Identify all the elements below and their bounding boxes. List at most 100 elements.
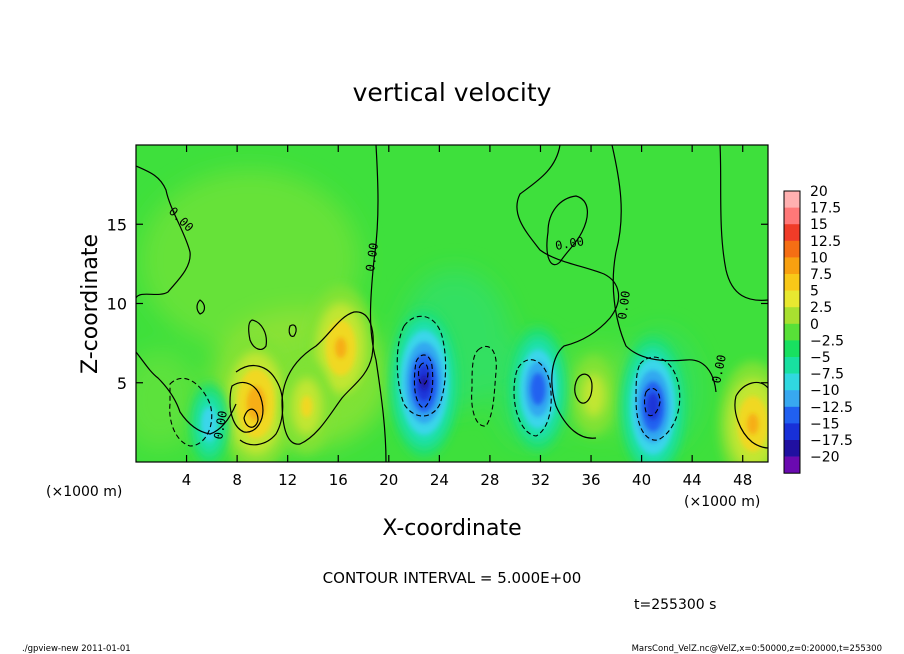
x-tick-label: 44 [683, 471, 702, 489]
updraft-shade [747, 413, 759, 435]
x-tick-label: 12 [278, 471, 297, 489]
colorbar-label: −20 [810, 450, 840, 466]
contour-solid [136, 351, 237, 435]
colorbar-swatch [784, 390, 800, 408]
downdraft-shade [530, 372, 546, 406]
contour-solid [281, 311, 374, 445]
colorbar-swatch [784, 456, 800, 474]
contour-lines [136, 145, 768, 462]
contour-label: 0.00 [709, 353, 729, 384]
colorbar-label: −12.5 [810, 400, 853, 416]
colorbar-label: 7.5 [810, 267, 832, 283]
contour-dashed [169, 377, 213, 447]
x-tick-label: 16 [329, 471, 348, 489]
contour-solid [196, 299, 206, 315]
contour-dashed [643, 387, 661, 417]
contour-solid [734, 395, 768, 449]
contour-solid [574, 373, 593, 404]
y-tick-label: 10 [107, 295, 127, 314]
x-axis-label: X-coordinate [382, 516, 521, 541]
colorbar-label: 5 [810, 284, 819, 300]
contour-dashed [471, 345, 497, 427]
y-tick-label: 15 [107, 215, 127, 234]
colorbar-swatch [784, 323, 800, 341]
colorbar-label: 20 [810, 184, 828, 200]
x-tick-label: 48 [733, 471, 752, 489]
contour-interval-note: CONTOUR INTERVAL = 5.000E+00 [323, 569, 582, 587]
contour-dashed [635, 356, 681, 441]
colorbar-swatch [784, 191, 800, 208]
contour-solid [735, 381, 768, 397]
y-tick-label: 5 [117, 374, 127, 393]
contour-label: 0.00 [615, 290, 633, 321]
colorbar-swatch [784, 423, 800, 441]
time-stamp: t=255300 s [634, 597, 716, 613]
colorbar-swatch [784, 373, 800, 391]
chart-title: vertical velocity [353, 78, 552, 107]
footer-program: ./gpview-new 2011-01-01 [22, 644, 131, 654]
contour-dashed [396, 315, 447, 417]
x-unit-right: (×1000 m) [684, 494, 760, 510]
colorbar-label: 15 [810, 217, 828, 233]
colorbar-label: −17.5 [810, 433, 853, 449]
colorbar-label: 17.5 [810, 201, 841, 217]
contour-label: 0.00 [554, 234, 585, 253]
y-axis-label: Z-coordinate [78, 234, 103, 374]
contour-solid [235, 364, 284, 446]
colorbar-swatch [784, 257, 800, 275]
contour-solid [719, 145, 768, 301]
footer-source: MarsCond_VelZ.nc@VelZ,x=0:50000,z=0:2000… [632, 644, 882, 654]
colorbar-swatch [784, 307, 800, 325]
x-tick-label: 28 [480, 471, 499, 489]
downdraft-shade [421, 375, 428, 390]
contour-solid [369, 145, 387, 462]
contour-dashed [513, 359, 552, 437]
colorbar: 2017.51512.5107.552.50−2.5−5−7.5−10−12.5… [783, 184, 853, 474]
colorbar-label: 12.5 [810, 234, 841, 250]
x-tick-label: 32 [531, 471, 550, 489]
x-tick-label: 4 [182, 471, 192, 489]
colorbar-label: −7.5 [810, 367, 844, 383]
colorbar-swatch [784, 290, 800, 308]
colorbar-swatch [784, 274, 800, 291]
contour-solid [611, 145, 717, 393]
colorbar-frame [783, 190, 801, 474]
contour-solid [229, 381, 264, 433]
updraft-shade [300, 395, 313, 418]
colorbar-label: 0 [810, 317, 819, 333]
plot-area [136, 145, 768, 462]
contour-solid [136, 165, 191, 299]
x-tick-label: 24 [430, 471, 449, 489]
contour-solid [288, 324, 297, 337]
field-features [190, 285, 768, 462]
contour-negative [169, 315, 681, 447]
colorbar-label: 2.5 [810, 300, 832, 316]
contour-dashed [413, 354, 434, 409]
x-tick-label: 40 [632, 471, 651, 489]
colorbar-label: −15 [810, 416, 840, 432]
colorbar-swatch [784, 406, 800, 424]
updraft-shade [246, 386, 266, 421]
colorbar-label: 10 [810, 250, 828, 266]
colorbar-swatch [784, 440, 800, 457]
colorbar-swatch [784, 340, 800, 358]
contour-solid [248, 319, 267, 350]
updraft-shade [335, 337, 347, 359]
contour-label: 0.00 [363, 242, 381, 273]
contour-solid [243, 408, 259, 428]
contour-solid [516, 145, 620, 439]
colorbar-label: −2.5 [810, 333, 844, 349]
contour-solid [546, 195, 588, 266]
x-unit-left: (×1000 m) [46, 484, 122, 500]
x-tick-label: 8 [232, 471, 242, 489]
colorbar-swatch [784, 240, 800, 258]
colorbar-label: −10 [810, 383, 840, 399]
colorbar-swatch [784, 224, 800, 242]
colorbar-swatch [784, 207, 800, 225]
colorbar-label: −5 [810, 350, 831, 366]
contour-dashed [417, 362, 429, 385]
contour-label: 0.00 [211, 410, 230, 441]
colorbar-swatch [784, 357, 800, 374]
